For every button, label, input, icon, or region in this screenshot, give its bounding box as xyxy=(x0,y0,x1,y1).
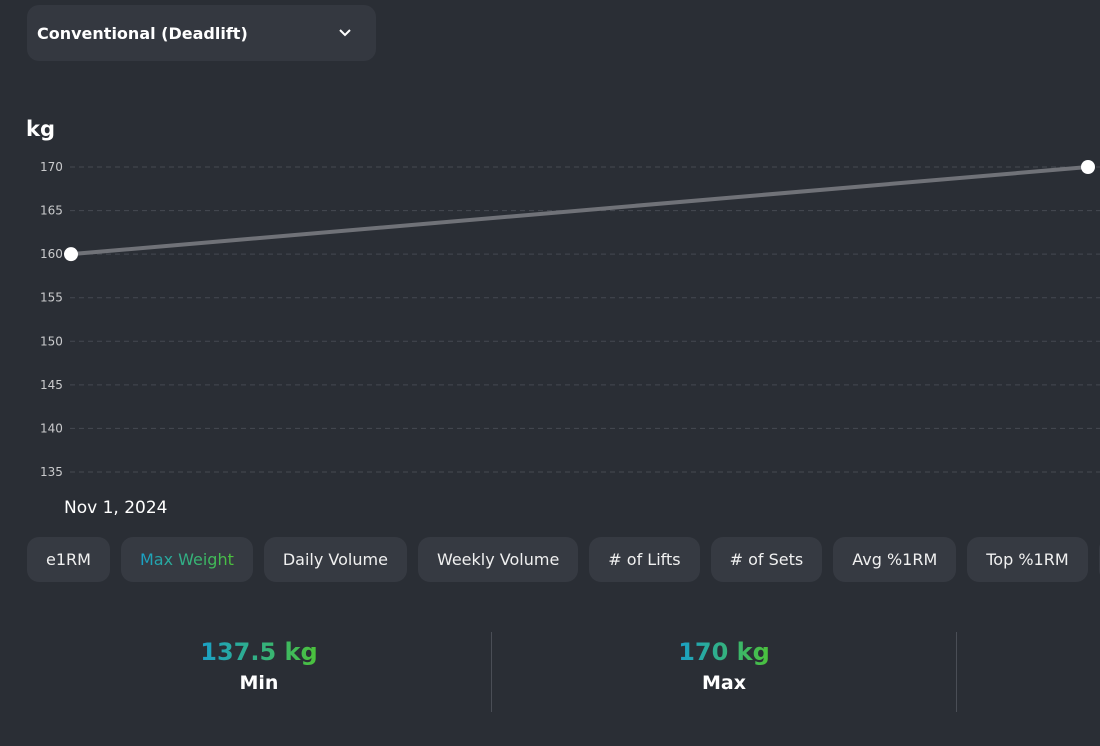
data-point xyxy=(1081,160,1095,174)
y-tick-label: 170 xyxy=(40,160,63,174)
stat-label: Max xyxy=(702,672,746,694)
y-tick-label: 145 xyxy=(40,378,63,392)
tab-label: Max Weight xyxy=(139,550,234,569)
stat-value: 137.5 kg xyxy=(200,638,318,666)
metric-tab[interactable]: Avg %1RM xyxy=(833,537,957,582)
dropdown-label: Conventional (Deadlift) xyxy=(37,23,248,43)
metric-tab[interactable]: Weekly Volume xyxy=(417,537,579,582)
metric-tabs: e1RM Max Weight Daily Volume Weekly Volume #… xyxy=(27,537,1100,582)
tab-label: # of Sets xyxy=(729,550,804,569)
stat-item: 170 kg Max xyxy=(492,632,957,712)
exercise-dropdown[interactable]: Conventional (Deadlift) xyxy=(27,5,376,61)
metric-tab[interactable]: M xyxy=(1098,537,1100,582)
tab-label: Daily Volume xyxy=(282,550,388,569)
x-tick-label: Nov 1, 2024 xyxy=(64,498,167,518)
stat-value: 170 kg xyxy=(678,638,770,666)
metric-tab[interactable]: Daily Volume xyxy=(263,537,407,582)
stats-row: 137.5 kg Min 170 kg Max xyxy=(27,632,957,712)
y-tick-label: 165 xyxy=(40,204,63,218)
y-tick-label: 160 xyxy=(40,247,63,261)
tab-label: Avg %1RM xyxy=(852,550,938,569)
chevron-icon xyxy=(339,29,351,37)
chart: kg 135 140 145 150 155 160 165 170 Nov 1, 2024 xyxy=(26,117,1100,518)
y-tick-label: 150 xyxy=(40,334,63,348)
stat-item: 137.5 kg Min xyxy=(27,632,492,712)
y-tick-label: 140 xyxy=(40,421,63,435)
metric-tab[interactable]: Top %1RM xyxy=(967,537,1088,582)
tab-label: Weekly Volume xyxy=(436,550,560,569)
metric-tab[interactable]: # of Lifts xyxy=(589,537,700,582)
y-axis-label: kg xyxy=(26,117,55,141)
data-line xyxy=(70,165,1089,257)
y-tick-label: 135 xyxy=(40,465,63,479)
metric-tab[interactable]: Max Weight xyxy=(120,537,253,582)
stat-label: Min xyxy=(239,672,279,694)
tab-label: Top %1RM xyxy=(986,550,1069,569)
metric-tab[interactable]: # of Sets xyxy=(710,537,823,582)
data-point xyxy=(64,247,78,262)
metric-tab[interactable]: e1RM xyxy=(27,537,110,582)
y-tick-label: 155 xyxy=(40,291,63,305)
tab-label: # of Lifts xyxy=(608,550,681,569)
tab-label: e1RM xyxy=(46,550,91,569)
